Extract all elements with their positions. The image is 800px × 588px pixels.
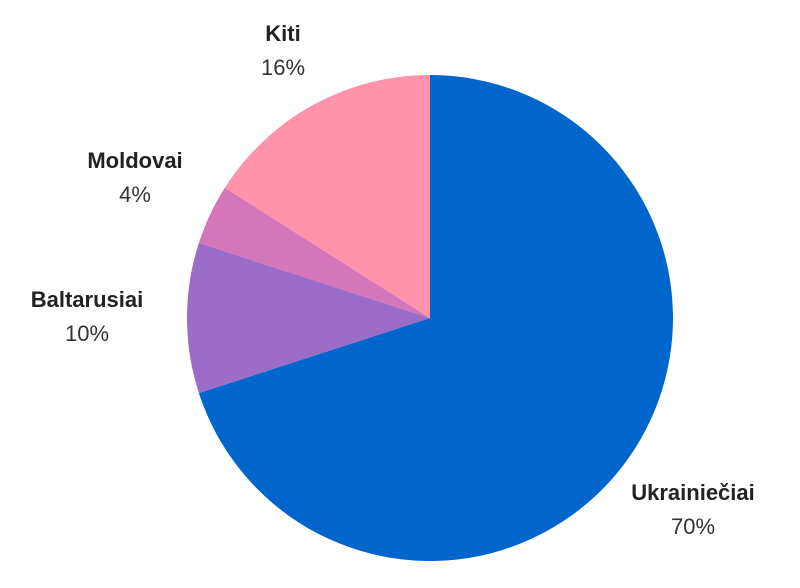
- pie-slice-baltarusiai: [186, 242, 430, 394]
- pie-slice-ukrainieciai: [198, 75, 673, 562]
- pie-slice-kiti: [224, 75, 430, 318]
- slice-label-ukrainieciai: Ukrainiečiai: [631, 480, 755, 505]
- slice-value-ukrainieciai: 70%: [671, 514, 715, 539]
- slice-value-baltarusiai: 10%: [65, 321, 109, 346]
- slice-label-baltarusiai: Baltarusiai: [31, 287, 144, 312]
- slice-label-kiti: Kiti: [265, 21, 300, 46]
- pie-slice-moldovai: [198, 187, 430, 318]
- slice-value-moldovai: 4%: [119, 182, 151, 207]
- slice-label-moldovai: Moldovai: [87, 148, 182, 173]
- slice-value-kiti: 16%: [261, 55, 305, 80]
